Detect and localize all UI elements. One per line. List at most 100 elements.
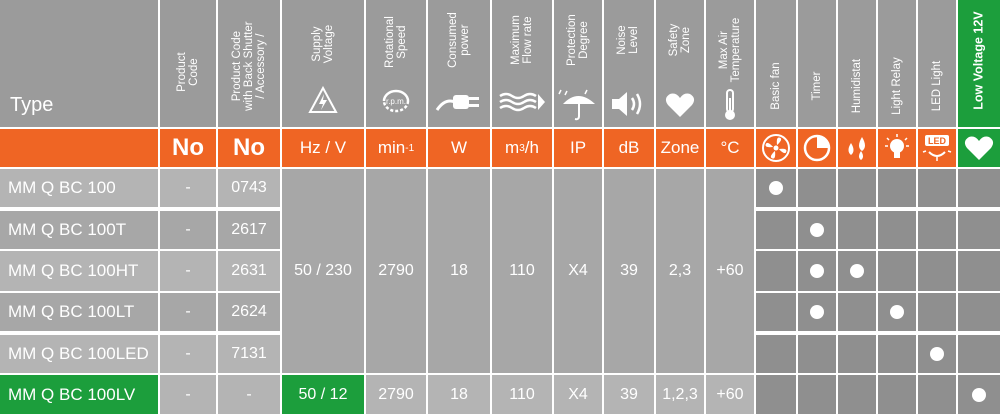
feature-cell-led-light [918, 293, 956, 331]
feature-cell-low-voltage [958, 251, 1000, 291]
row-shutter: 2617 [218, 211, 280, 249]
feature-cell-basic-fan [756, 211, 796, 249]
header-flow-rate-label: Maximum Flow rate [509, 15, 534, 65]
header-noise-level: Noise Level [604, 0, 654, 127]
row-type: MM Q BC 100LT [0, 293, 158, 331]
header-protection-degree: Protection Degree [554, 0, 602, 127]
feature-cell-led-light [918, 375, 956, 414]
header-rotational-speed-label: Rotational Speed [383, 16, 408, 68]
led-icon-cell: LED [918, 129, 956, 167]
shared-zone: 2,3 [656, 169, 704, 373]
row-shutter: 2631 [218, 251, 280, 291]
units-temp: °C [706, 129, 754, 167]
feature-cell-basic-fan [756, 169, 796, 207]
row-code: - [160, 293, 216, 331]
lv-row-type: MM Q BC 100LV [0, 375, 158, 414]
thermometer-icon [725, 89, 735, 120]
feature-dot [810, 305, 824, 319]
feature-dot [972, 387, 986, 402]
units-power: W [428, 129, 490, 167]
feature-dot [850, 264, 864, 278]
header-basic-fan-label: Basic fan [769, 62, 782, 110]
units-speed-exp: -1 [405, 142, 415, 154]
feature-dot [810, 264, 824, 278]
units-ip: IP [554, 129, 602, 167]
row-shutter: 0743 [218, 169, 280, 207]
row-shutter: 2624 [218, 293, 280, 331]
feature-cell-led-light [918, 251, 956, 291]
header-timer-label: Timer [810, 71, 823, 101]
header-consumed-power: Consumed power [428, 0, 490, 127]
feature-cell-low-voltage [958, 169, 1000, 207]
shared-speed: 2790 [366, 169, 426, 373]
lv-row-ip: X4 [554, 375, 602, 414]
feature-cell-timer [798, 375, 836, 414]
header-safety-zone: Safety Zone [656, 0, 704, 127]
header-max-air-temperature: Max Air Temperature [706, 0, 754, 127]
feature-cell-led-light [918, 335, 956, 373]
shared-flow: 110 [492, 169, 552, 373]
lv-row-voltage: 50 / 12 [282, 375, 364, 414]
feature-cell-basic-fan [756, 335, 796, 373]
feature-cell-light-relay [878, 335, 916, 373]
lightbulb-icon-cell [878, 129, 916, 167]
low-voltage-heart-cell [958, 129, 1000, 167]
header-product-code: Product Code [160, 0, 216, 127]
shared-temp: +60 [706, 169, 754, 373]
feature-cell-humidistat [838, 169, 876, 207]
header-timer: Timer [798, 0, 836, 127]
feature-dot [769, 181, 783, 195]
units-speed-base: min [377, 138, 406, 157]
units-speed: min -1 [366, 129, 426, 167]
units-product-code: No [160, 129, 216, 167]
row-code: - [160, 211, 216, 249]
header-low-voltage: Low Voltage 12V [958, 0, 1000, 127]
units-flow-exp: 3 [519, 142, 525, 154]
shared-noise: 39 [604, 169, 654, 373]
warning-bolt-icon [308, 86, 338, 113]
header-led-light-label: LED Light [930, 60, 943, 112]
row-shutter: 7131 [218, 335, 280, 373]
feature-cell-basic-fan [756, 293, 796, 331]
row-type: MM Q BC 100LED [0, 335, 158, 373]
lv-row-speed: 2790 [366, 375, 426, 414]
shared-voltage: 50 / 230 [282, 169, 364, 373]
feature-cell-low-voltage [958, 375, 1000, 414]
feature-cell-led-light [918, 169, 956, 207]
units-noise: dB [604, 129, 654, 167]
feature-dot [890, 305, 904, 319]
header-supply-voltage-label: Supply Voltage [310, 24, 335, 64]
humidity-drops-icon [848, 137, 865, 160]
heart-icon [964, 136, 994, 160]
header-product-code-label: Product Code [175, 52, 200, 92]
header-basic-fan: Basic fan [756, 0, 796, 127]
units-zone: Zone [656, 129, 704, 167]
led-icon-text: LED [928, 136, 947, 146]
lv-row-power: 18 [428, 375, 490, 414]
feature-cell-basic-fan [756, 251, 796, 291]
row-type: MM Q BC 100T [0, 211, 158, 249]
lightbulb-icon [885, 134, 909, 158]
feature-cell-humidistat [838, 211, 876, 249]
feature-cell-low-voltage [958, 211, 1000, 249]
lv-row-zone: 1,2,3 [656, 375, 704, 414]
row-code: - [160, 169, 216, 207]
fan-icon [762, 134, 790, 162]
shared-ip: X4 [554, 169, 602, 373]
feature-cell-humidistat [838, 251, 876, 291]
feature-dot [930, 347, 944, 361]
header-type: Type [0, 0, 158, 127]
feature-cell-light-relay [878, 211, 916, 249]
header-light-relay-label: Light Relay [890, 57, 903, 115]
header-low-voltage-label: Low Voltage 12V [971, 11, 986, 110]
feature-cell-timer [798, 251, 836, 291]
header-supply-voltage: Supply Voltage [282, 0, 364, 127]
header-light-relay: Light Relay [878, 0, 916, 127]
feature-cell-light-relay [878, 375, 916, 414]
feature-dot [810, 223, 824, 237]
plug-icon [435, 95, 479, 111]
feature-cell-low-voltage [958, 293, 1000, 331]
fan-icon-cell [756, 129, 796, 167]
row-code: - [160, 251, 216, 291]
